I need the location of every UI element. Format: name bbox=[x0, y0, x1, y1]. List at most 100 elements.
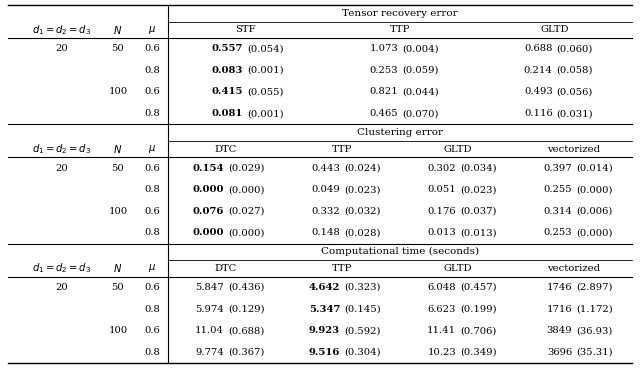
Text: (0.031): (0.031) bbox=[557, 109, 593, 118]
Text: (0.592): (0.592) bbox=[344, 326, 381, 335]
Text: (0.013): (0.013) bbox=[460, 229, 497, 237]
Text: 1716: 1716 bbox=[547, 305, 572, 314]
Text: 0.8: 0.8 bbox=[144, 229, 160, 237]
Text: 0.332: 0.332 bbox=[312, 207, 340, 216]
Text: $d_1 = d_2 = d_3$: $d_1 = d_2 = d_3$ bbox=[33, 142, 92, 156]
Text: 0.013: 0.013 bbox=[428, 229, 456, 237]
Text: (0.001): (0.001) bbox=[247, 66, 284, 75]
Text: (0.000): (0.000) bbox=[576, 229, 612, 237]
Text: (0.199): (0.199) bbox=[460, 305, 497, 314]
Text: (0.367): (0.367) bbox=[228, 348, 264, 357]
Text: 1746: 1746 bbox=[547, 283, 572, 292]
Text: 0.8: 0.8 bbox=[144, 185, 160, 194]
Text: $\mu$: $\mu$ bbox=[148, 143, 156, 155]
Text: 6.623: 6.623 bbox=[428, 305, 456, 314]
Text: (0.001): (0.001) bbox=[247, 109, 284, 118]
Text: (0.029): (0.029) bbox=[228, 164, 264, 173]
Text: 0.255: 0.255 bbox=[543, 185, 572, 194]
Text: 0.176: 0.176 bbox=[428, 207, 456, 216]
Text: 50: 50 bbox=[111, 44, 124, 53]
Text: DTC: DTC bbox=[215, 264, 237, 273]
Text: vectorized: vectorized bbox=[547, 145, 600, 153]
Text: 0.6: 0.6 bbox=[144, 88, 160, 96]
Text: (36.93): (36.93) bbox=[576, 326, 612, 335]
Text: (0.058): (0.058) bbox=[557, 66, 593, 75]
Text: TTP: TTP bbox=[332, 145, 352, 153]
Text: 0.083: 0.083 bbox=[212, 66, 243, 75]
Text: 0.302: 0.302 bbox=[428, 164, 456, 173]
Text: (0.027): (0.027) bbox=[228, 207, 264, 216]
Text: 9.516: 9.516 bbox=[308, 348, 340, 357]
Text: 0.443: 0.443 bbox=[311, 164, 340, 173]
Text: 1.073: 1.073 bbox=[369, 44, 398, 53]
Text: 5.847: 5.847 bbox=[195, 283, 224, 292]
Text: 100: 100 bbox=[108, 88, 127, 96]
Text: 0.051: 0.051 bbox=[428, 185, 456, 194]
Text: (0.006): (0.006) bbox=[576, 207, 612, 216]
Text: (0.129): (0.129) bbox=[228, 305, 264, 314]
Text: TTP: TTP bbox=[332, 264, 352, 273]
Text: 0.000: 0.000 bbox=[193, 229, 224, 237]
Text: 50: 50 bbox=[111, 283, 124, 292]
Text: (1.172): (1.172) bbox=[576, 305, 612, 314]
Text: (35.31): (35.31) bbox=[576, 348, 612, 357]
Text: 0.821: 0.821 bbox=[369, 88, 398, 96]
Text: (0.457): (0.457) bbox=[460, 283, 497, 292]
Text: 0.8: 0.8 bbox=[144, 348, 160, 357]
Text: 0.314: 0.314 bbox=[543, 207, 572, 216]
Text: (0.059): (0.059) bbox=[402, 66, 438, 75]
Text: 0.6: 0.6 bbox=[144, 44, 160, 53]
Text: DTC: DTC bbox=[215, 145, 237, 153]
Text: (0.014): (0.014) bbox=[576, 164, 612, 173]
Text: Tensor recovery error: Tensor recovery error bbox=[342, 9, 458, 18]
Text: 0.6: 0.6 bbox=[144, 207, 160, 216]
Text: (0.145): (0.145) bbox=[344, 305, 381, 314]
Text: (0.037): (0.037) bbox=[460, 207, 497, 216]
Text: 0.465: 0.465 bbox=[369, 109, 398, 118]
Text: 0.076: 0.076 bbox=[193, 207, 224, 216]
Text: 11.04: 11.04 bbox=[195, 326, 224, 335]
Text: 0.6: 0.6 bbox=[144, 326, 160, 335]
Text: 20: 20 bbox=[56, 44, 68, 53]
Text: 20: 20 bbox=[56, 283, 68, 292]
Text: 0.148: 0.148 bbox=[311, 229, 340, 237]
Text: 0.8: 0.8 bbox=[144, 305, 160, 314]
Text: (0.706): (0.706) bbox=[460, 326, 497, 335]
Text: 11.41: 11.41 bbox=[427, 326, 456, 335]
Text: 0.493: 0.493 bbox=[524, 88, 553, 96]
Text: 0.049: 0.049 bbox=[311, 185, 340, 194]
Text: 5.974: 5.974 bbox=[195, 305, 224, 314]
Text: $N$: $N$ bbox=[113, 143, 123, 155]
Text: (0.034): (0.034) bbox=[460, 164, 497, 173]
Text: 0.253: 0.253 bbox=[369, 66, 398, 75]
Text: (0.023): (0.023) bbox=[344, 185, 381, 194]
Text: $d_1 = d_2 = d_3$: $d_1 = d_2 = d_3$ bbox=[33, 262, 92, 275]
Text: (0.054): (0.054) bbox=[247, 44, 284, 53]
Text: 3849: 3849 bbox=[547, 326, 572, 335]
Text: (0.000): (0.000) bbox=[576, 185, 612, 194]
Text: (0.056): (0.056) bbox=[557, 88, 593, 96]
Text: (0.044): (0.044) bbox=[402, 88, 439, 96]
Text: (0.028): (0.028) bbox=[344, 229, 381, 237]
Text: GLTD: GLTD bbox=[444, 264, 472, 273]
Text: 0.397: 0.397 bbox=[543, 164, 572, 173]
Text: vectorized: vectorized bbox=[547, 264, 600, 273]
Text: 50: 50 bbox=[111, 164, 124, 173]
Text: (0.070): (0.070) bbox=[402, 109, 438, 118]
Text: 0.6: 0.6 bbox=[144, 283, 160, 292]
Text: (0.024): (0.024) bbox=[344, 164, 381, 173]
Text: 3696: 3696 bbox=[547, 348, 572, 357]
Text: GLTD: GLTD bbox=[444, 145, 472, 153]
Text: 0.116: 0.116 bbox=[524, 109, 553, 118]
Text: 6.048: 6.048 bbox=[428, 283, 456, 292]
Text: $\mu$: $\mu$ bbox=[148, 24, 156, 36]
Text: 0.000: 0.000 bbox=[193, 185, 224, 194]
Text: 4.642: 4.642 bbox=[308, 283, 340, 292]
Text: (2.897): (2.897) bbox=[576, 283, 612, 292]
Text: (0.004): (0.004) bbox=[402, 44, 438, 53]
Text: 10.23: 10.23 bbox=[428, 348, 456, 357]
Text: 0.6: 0.6 bbox=[144, 164, 160, 173]
Text: (0.323): (0.323) bbox=[344, 283, 381, 292]
Text: GLTD: GLTD bbox=[540, 25, 569, 34]
Text: (0.349): (0.349) bbox=[460, 348, 497, 357]
